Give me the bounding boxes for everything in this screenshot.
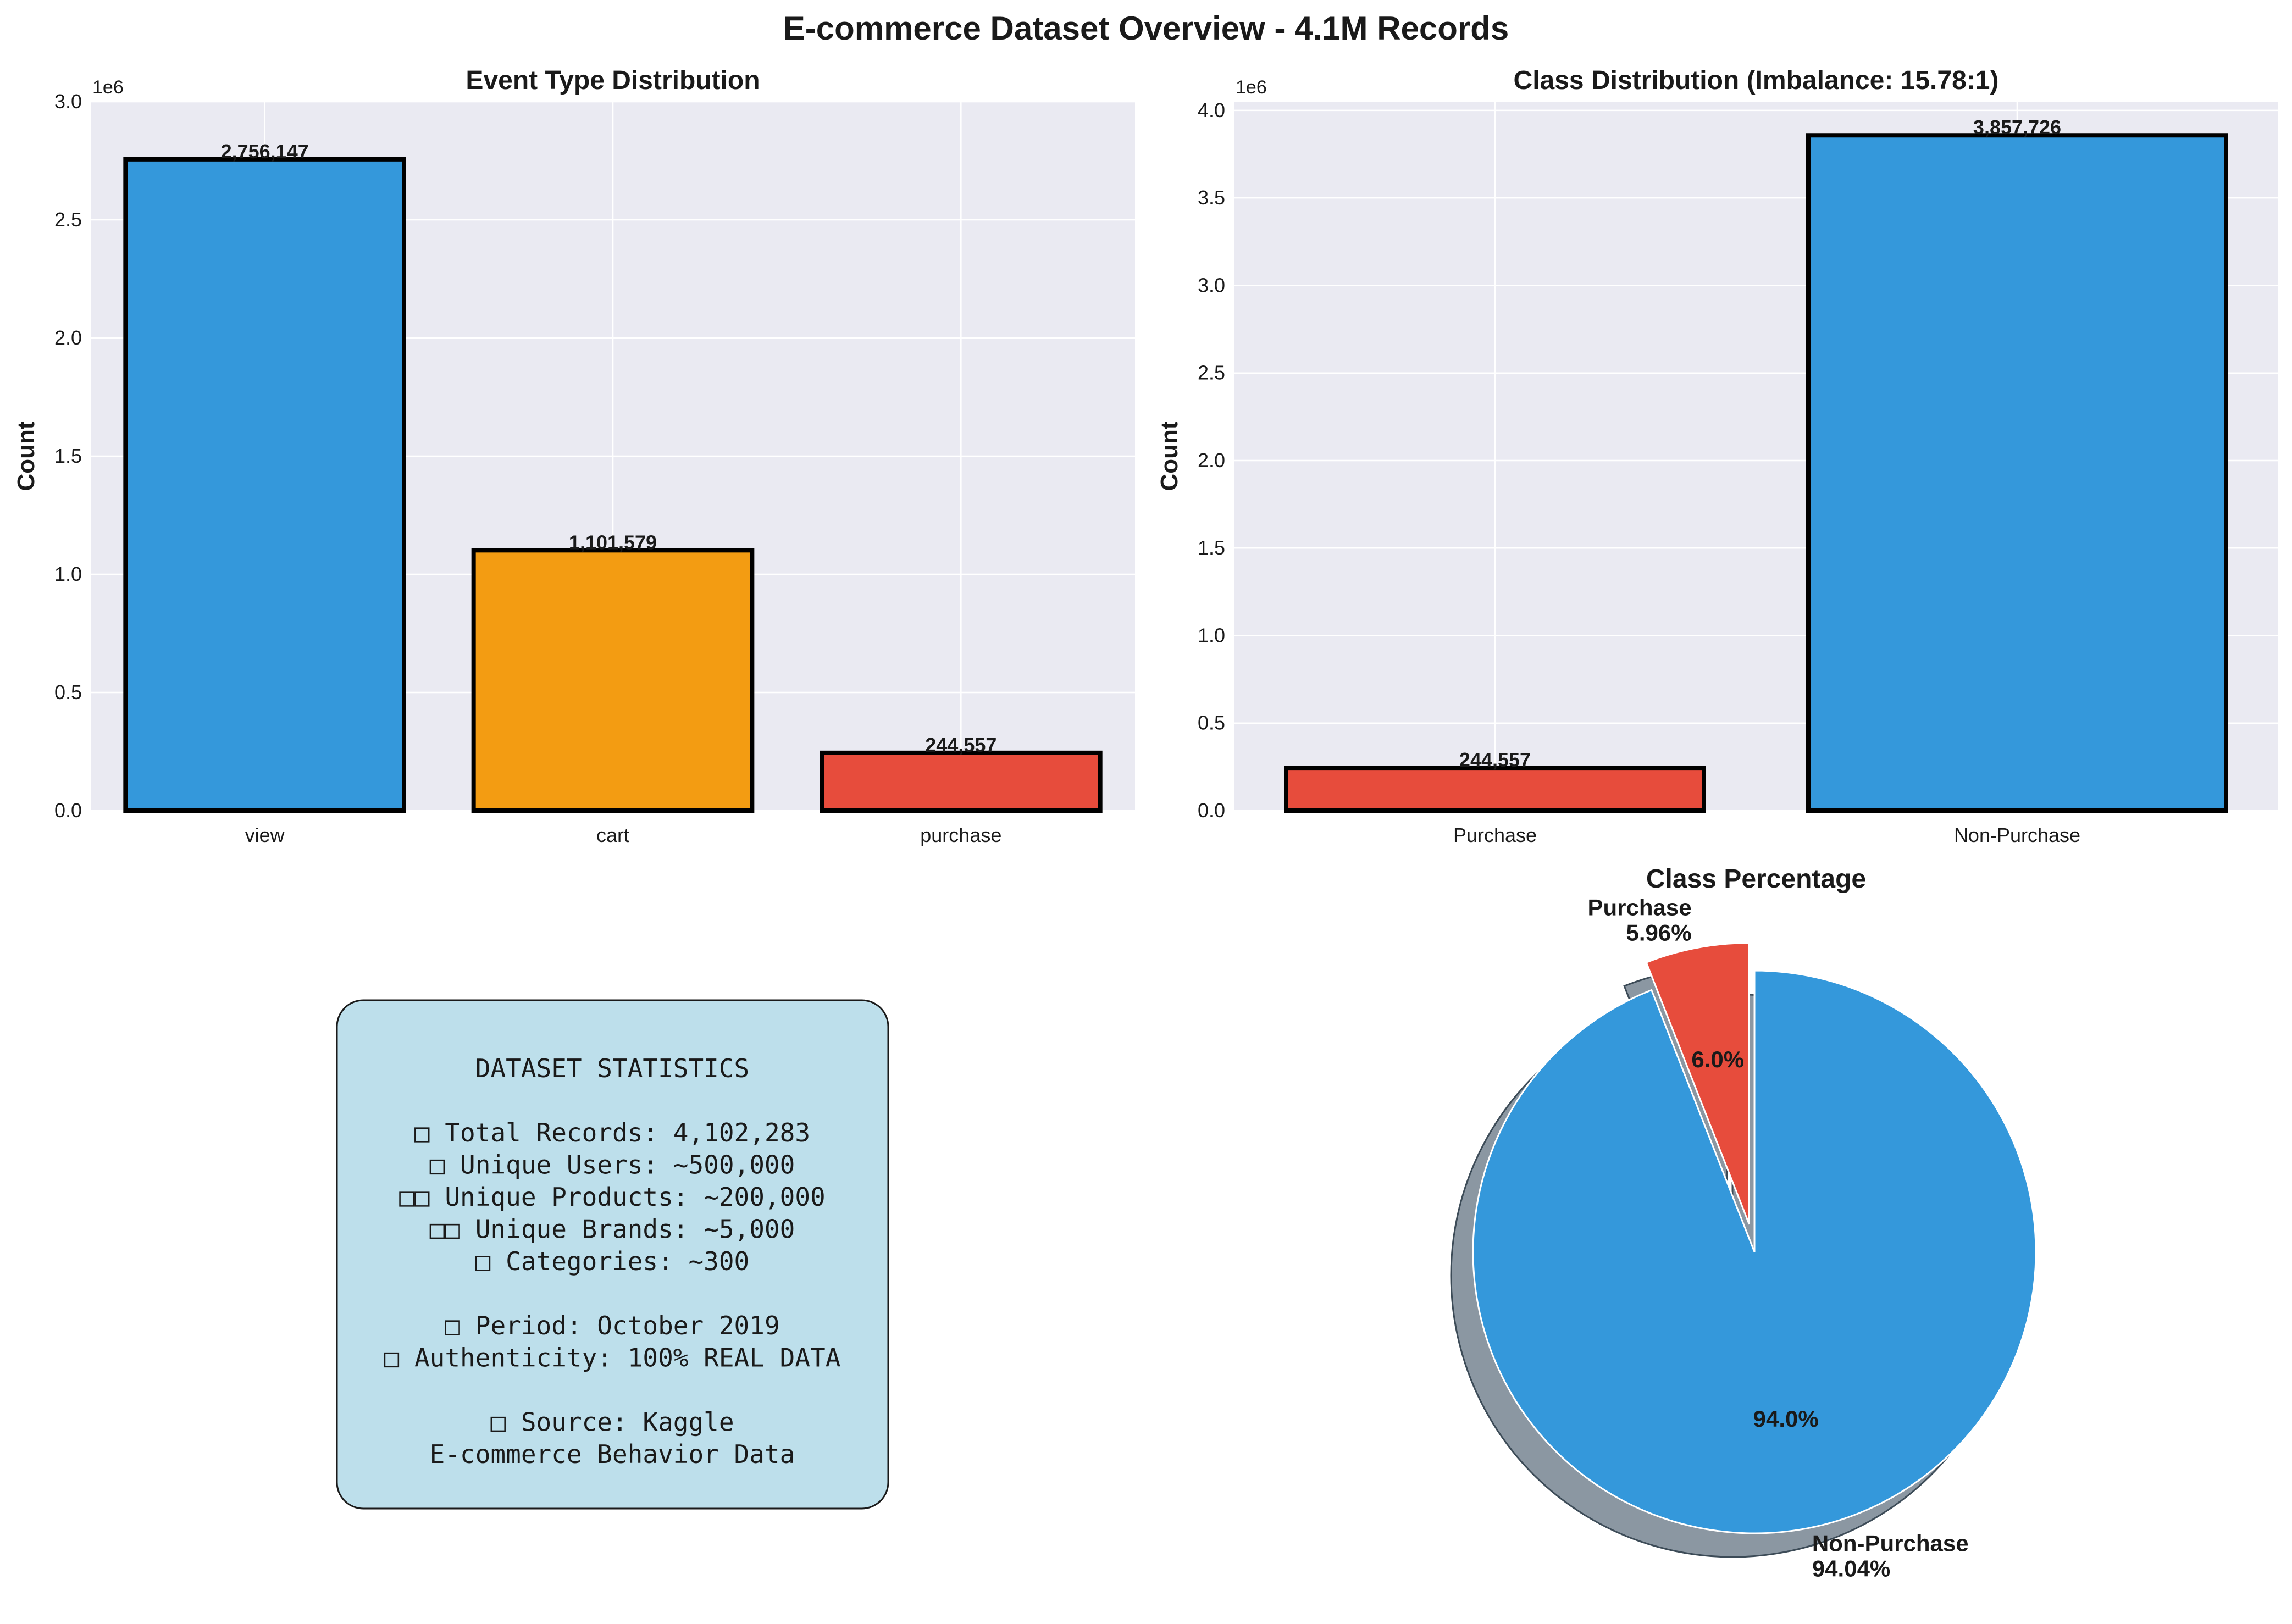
bar-view <box>123 157 406 813</box>
x-ticks: view cart purchase <box>245 824 1002 846</box>
y-tick-label: 0.0 <box>1198 799 1225 822</box>
y-tick-label: 2.5 <box>1198 362 1225 384</box>
x-tick-label: Non-Purchase <box>1954 824 2080 846</box>
x-ticks: Purchase Non-Purchase <box>1453 824 2080 846</box>
bar-value-label: 1,101,579 <box>569 531 657 553</box>
bar-value-label: 244,557 <box>1459 749 1531 771</box>
offset-label: 1e6 <box>1236 77 1267 98</box>
x-tick-label: view <box>245 824 285 846</box>
stats-line: □□ Unique Brands: ~5,000 <box>430 1215 795 1244</box>
x-tick-label: cart <box>596 824 629 846</box>
chart-title: Class Percentage <box>1646 864 1866 894</box>
stats-line: □□ Unique Products: ~200,000 <box>399 1182 825 1212</box>
y-tick-label: 2.0 <box>54 326 82 349</box>
bar-value-label: 2,756,147 <box>221 140 309 163</box>
value-labels: 2,756,147 1,101,579 244,557 <box>221 140 997 756</box>
bar-non-purchase <box>1806 133 2228 813</box>
pct-label: 94.0% <box>1753 1406 1819 1432</box>
y-ticks: 0.0 0.5 1.0 1.5 2.0 2.5 3.0 3.5 4.0 <box>1198 99 1225 822</box>
pie-labels: 6.0% Purchase 5.96% 94.0% Non-Purchase 94.04% <box>1588 894 1969 1581</box>
stats-line: □ Total Records: 4,102,283 <box>414 1118 810 1148</box>
y-tick-label: 0.0 <box>54 799 82 822</box>
stats-line: DATASET STATISTICS <box>475 1054 750 1083</box>
y-tick-label: 2.5 <box>54 208 82 231</box>
stats-lines: DATASET STATISTICS □ Total Records: 4,102… <box>384 1054 841 1469</box>
y-axis-label: Count <box>1156 421 1183 491</box>
chart-title: Event Type Distribution <box>466 66 760 95</box>
pie-slices <box>1472 942 2037 1534</box>
slice-outer-label: Non-Purchase 94.04% <box>1812 1530 1969 1581</box>
slice-outer-label-line: Purchase <box>1588 894 1692 920</box>
x-tick-label: Purchase <box>1453 824 1537 846</box>
y-tick-label: 3.0 <box>1198 274 1225 296</box>
stats-line: □ Period: October 2019 <box>445 1311 779 1340</box>
y-tick-label: 2.0 <box>1198 449 1225 472</box>
offset-label: 1e6 <box>92 77 124 98</box>
y-tick-label: 1.0 <box>1198 624 1225 646</box>
y-tick-label: 1.5 <box>54 445 82 467</box>
stats-line: □ Source: Kaggle <box>490 1407 734 1437</box>
suptitle: E-commerce Dataset Overview - 4.1M Recor… <box>783 10 1509 47</box>
y-tick-label: 0.5 <box>54 681 82 703</box>
y-tick-label: 1.5 <box>1198 536 1225 559</box>
slice-outer-label: Purchase 5.96% <box>1588 894 1692 945</box>
class-distribution-chart: 0.0 0.5 1.0 1.5 2.0 2.5 3.0 3.5 4.0 Purchase Non-… <box>1156 66 2278 846</box>
bar-purchase <box>820 750 1103 813</box>
slice-non-purchase <box>1472 969 2037 1534</box>
slice-outer-label-line: Non-Purchase <box>1812 1530 1969 1556</box>
y-ticks: 0.0 0.5 1.0 1.5 2.0 2.5 3.0 <box>54 90 82 822</box>
bar-value-label: 244,557 <box>925 734 996 756</box>
y-tick-label: 0.5 <box>1198 712 1225 734</box>
y-axis-label: Count <box>13 421 40 491</box>
slice-outer-label-line: 5.96% <box>1626 919 1692 945</box>
pct-label: 6.0% <box>1691 1046 1744 1072</box>
event-type-chart: 0.0 0.5 1.0 1.5 2.0 2.5 3.0 view cart purchase 2… <box>13 66 1135 846</box>
stats-line: E-commerce Behavior Data <box>430 1439 795 1469</box>
bar-value-label: 3,857,726 <box>1973 116 2061 138</box>
x-tick-label: purchase <box>920 824 1001 846</box>
chart-title: Class Distribution (Imbalance: 15.78:1) <box>1514 66 1999 95</box>
y-tick-label: 3.5 <box>1198 186 1225 209</box>
bars <box>123 157 1103 813</box>
class-percentage-pie: Class Percentage 6.0% Purchase 5.96% 94.0% N… <box>1450 864 2037 1581</box>
stats-box-background <box>336 999 889 1510</box>
stats-line: □ Categories: ~300 <box>475 1246 750 1276</box>
stats-line: □ Authenticity: 100% REAL DATA <box>384 1343 841 1373</box>
y-tick-label: 1.0 <box>54 563 82 585</box>
value-labels: 244,557 3,857,726 <box>1459 116 2061 771</box>
slice-outer-label-line: 94.04% <box>1812 1555 1890 1581</box>
y-tick-label: 3.0 <box>54 90 82 113</box>
stats-line: □ Unique Users: ~500,000 <box>430 1150 795 1180</box>
y-tick-label: 4.0 <box>1198 99 1225 121</box>
dataset-statistics-box: DATASET STATISTICS □ Total Records: 4,102… <box>336 999 889 1510</box>
bars <box>1284 133 2228 813</box>
bar-cart <box>471 548 755 813</box>
slice-purchase <box>1645 942 1750 1225</box>
bar-purchase <box>1284 766 1706 813</box>
